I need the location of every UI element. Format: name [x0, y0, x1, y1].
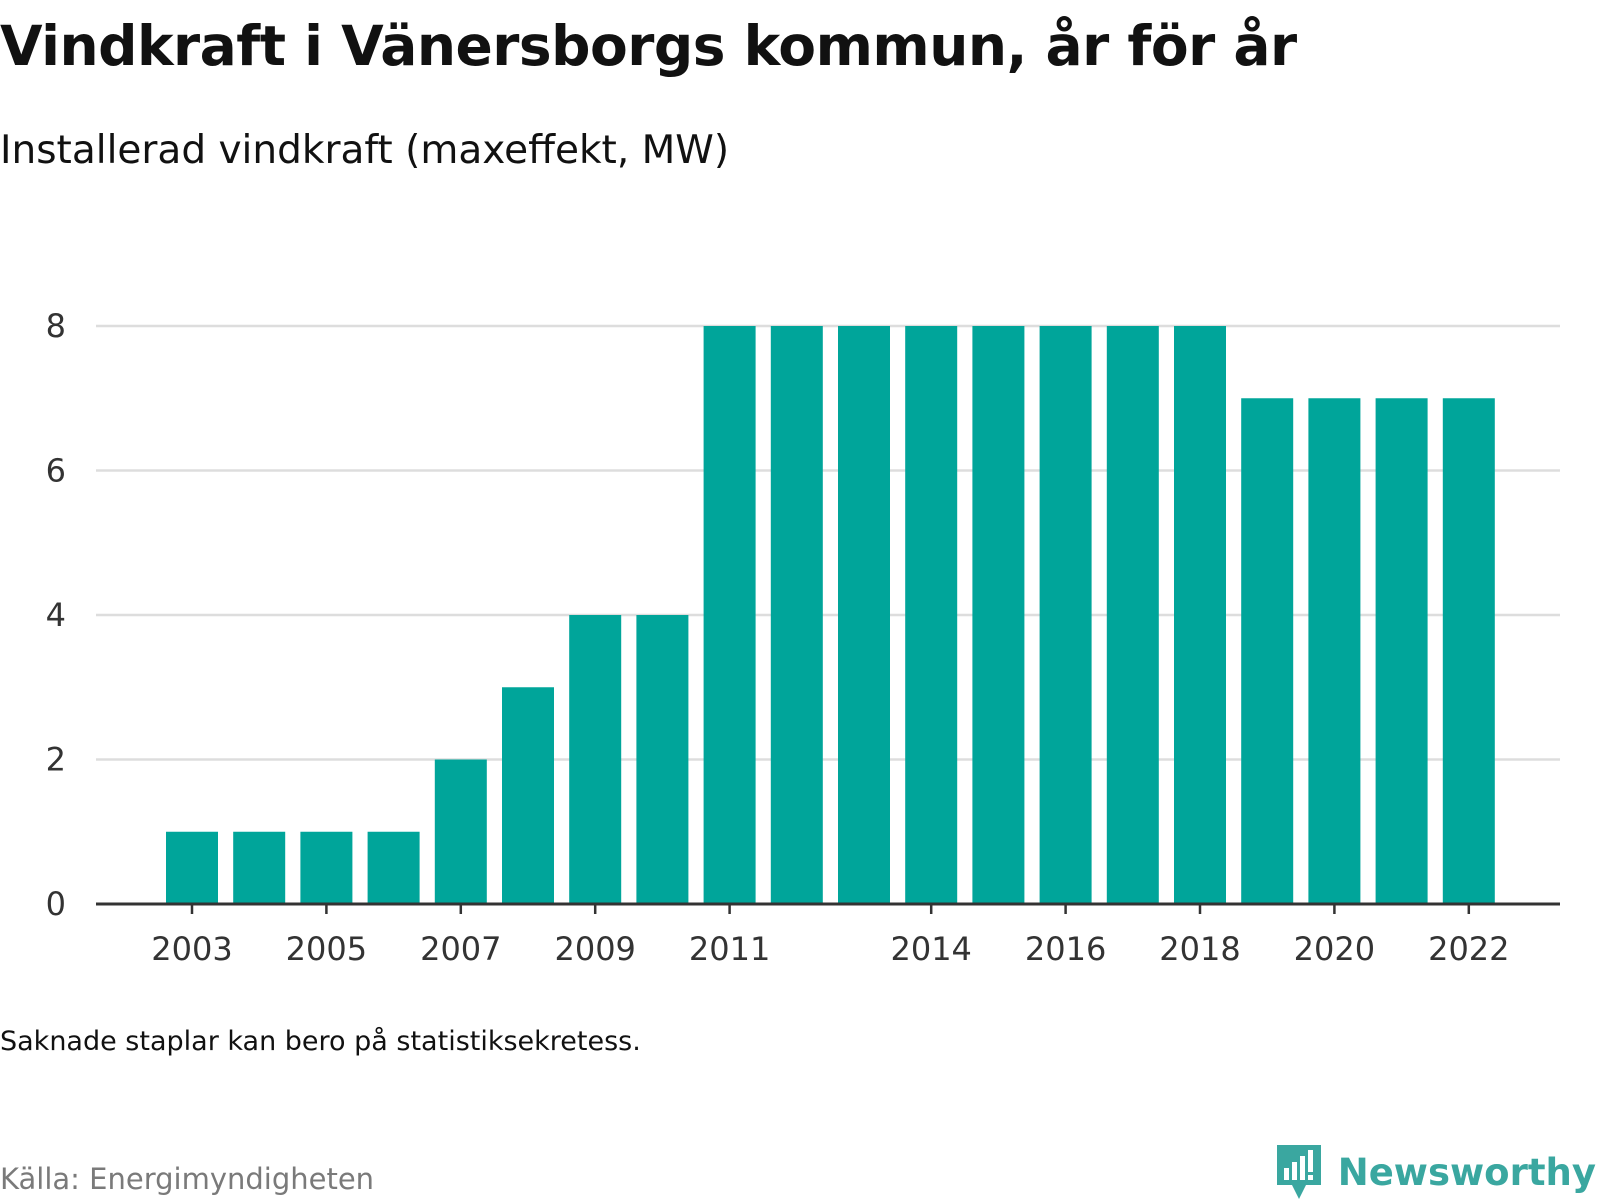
x-axis: [96, 902, 1560, 914]
bar-2022: [1442, 398, 1495, 904]
bar-2018: [1174, 326, 1226, 904]
x-tick-label: 2003: [151, 930, 232, 968]
bar-2005: [300, 831, 353, 904]
bar-2007: [434, 759, 487, 904]
brand-logo: Newsworthy: [1274, 1142, 1596, 1202]
x-tick-label: 2020: [1294, 930, 1375, 968]
bar-2003: [166, 831, 218, 904]
bar-2015: [972, 326, 1025, 904]
source-label: Källa: Energimyndigheten: [0, 1162, 375, 1196]
x-tick-label: 2014: [890, 930, 971, 968]
y-tick-label: 4: [46, 596, 66, 634]
bar-2017: [1106, 326, 1159, 904]
bar-2019: [1241, 398, 1294, 904]
bar-2021: [1375, 398, 1428, 904]
bars: [166, 326, 1495, 904]
chart-subtitle: Installerad vindkraft (maxeffekt, MW): [0, 128, 730, 173]
x-tick-label: 2011: [689, 930, 770, 968]
bar-2011: [703, 326, 756, 904]
footnote: Saknade staplar kan bero på statistiksek…: [0, 1026, 641, 1057]
bar-2010: [636, 615, 689, 904]
bar-2013: [838, 326, 890, 904]
bar-2012: [770, 326, 823, 904]
bar-2008: [502, 687, 554, 904]
y-tick-label: 0: [46, 885, 66, 923]
brand-name: Newsworthy: [1337, 1150, 1596, 1194]
x-tick-label: 2016: [1025, 930, 1106, 968]
bar-2016: [1039, 326, 1092, 904]
x-tick-label: 2009: [554, 930, 635, 968]
bar-chart-bubble-icon: [1276, 1145, 1321, 1199]
x-tick-label: 2022: [1428, 930, 1509, 968]
y-tick-label: 8: [46, 307, 66, 345]
bar-2020: [1308, 398, 1361, 904]
y-tick-label: 2: [46, 741, 66, 779]
x-tick-label: 2007: [420, 930, 501, 968]
bar-2004: [233, 831, 286, 904]
x-tick-label: 2018: [1159, 930, 1240, 968]
bar-2014: [905, 326, 958, 904]
x-tick-label: 2005: [286, 930, 367, 968]
y-tick-label: 6: [46, 452, 66, 490]
chart-title: Vindkraft i Vänersborgs kommun, år för å…: [0, 14, 1297, 78]
bar-2009: [569, 615, 622, 904]
x-axis-labels: 2003 2005 2007 2009 2011 2014 2016 2018 2020 2022: [151, 930, 1509, 968]
bar-2006: [367, 831, 420, 904]
y-axis-labels: 0 2 4 6 8: [46, 307, 66, 923]
